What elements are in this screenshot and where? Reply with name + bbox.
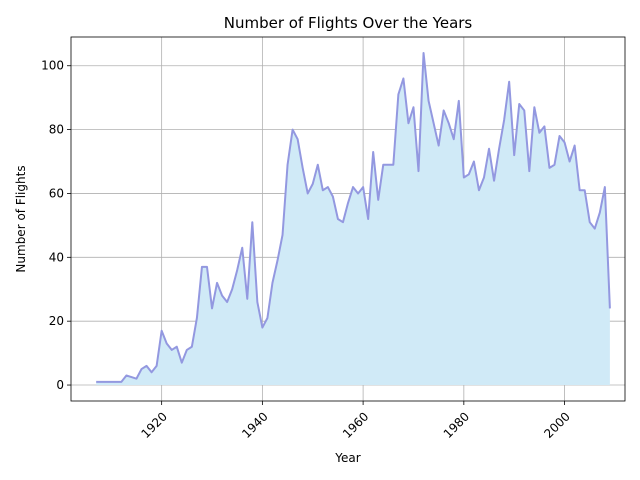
chart-title: Number of Flights Over the Years bbox=[224, 14, 473, 32]
series-line bbox=[96, 51, 611, 383]
x-axis: 1920 1940 1960 1980 2000 bbox=[138, 401, 573, 441]
y-tick-label: 40 bbox=[49, 250, 64, 264]
y-axis-label: Number of Flights bbox=[14, 165, 28, 272]
x-tick-label: 1960 bbox=[340, 409, 371, 440]
x-tick-label: 1920 bbox=[138, 409, 169, 440]
y-tick-label: 100 bbox=[41, 59, 64, 73]
x-tick-label: 1980 bbox=[441, 409, 472, 440]
series-area bbox=[96, 52, 610, 386]
plot-frame bbox=[70, 36, 626, 402]
y-tick-label: 0 bbox=[56, 378, 64, 392]
x-tick-label: 2000 bbox=[541, 409, 572, 440]
y-tick-label: 60 bbox=[49, 186, 64, 200]
y-tick-label: 80 bbox=[49, 123, 64, 137]
y-tick-label: 20 bbox=[49, 314, 64, 328]
y-axis: 0 20 40 60 80 100 bbox=[41, 59, 71, 392]
x-axis-label: Year bbox=[334, 451, 360, 465]
x-tick-label: 1940 bbox=[239, 409, 270, 440]
